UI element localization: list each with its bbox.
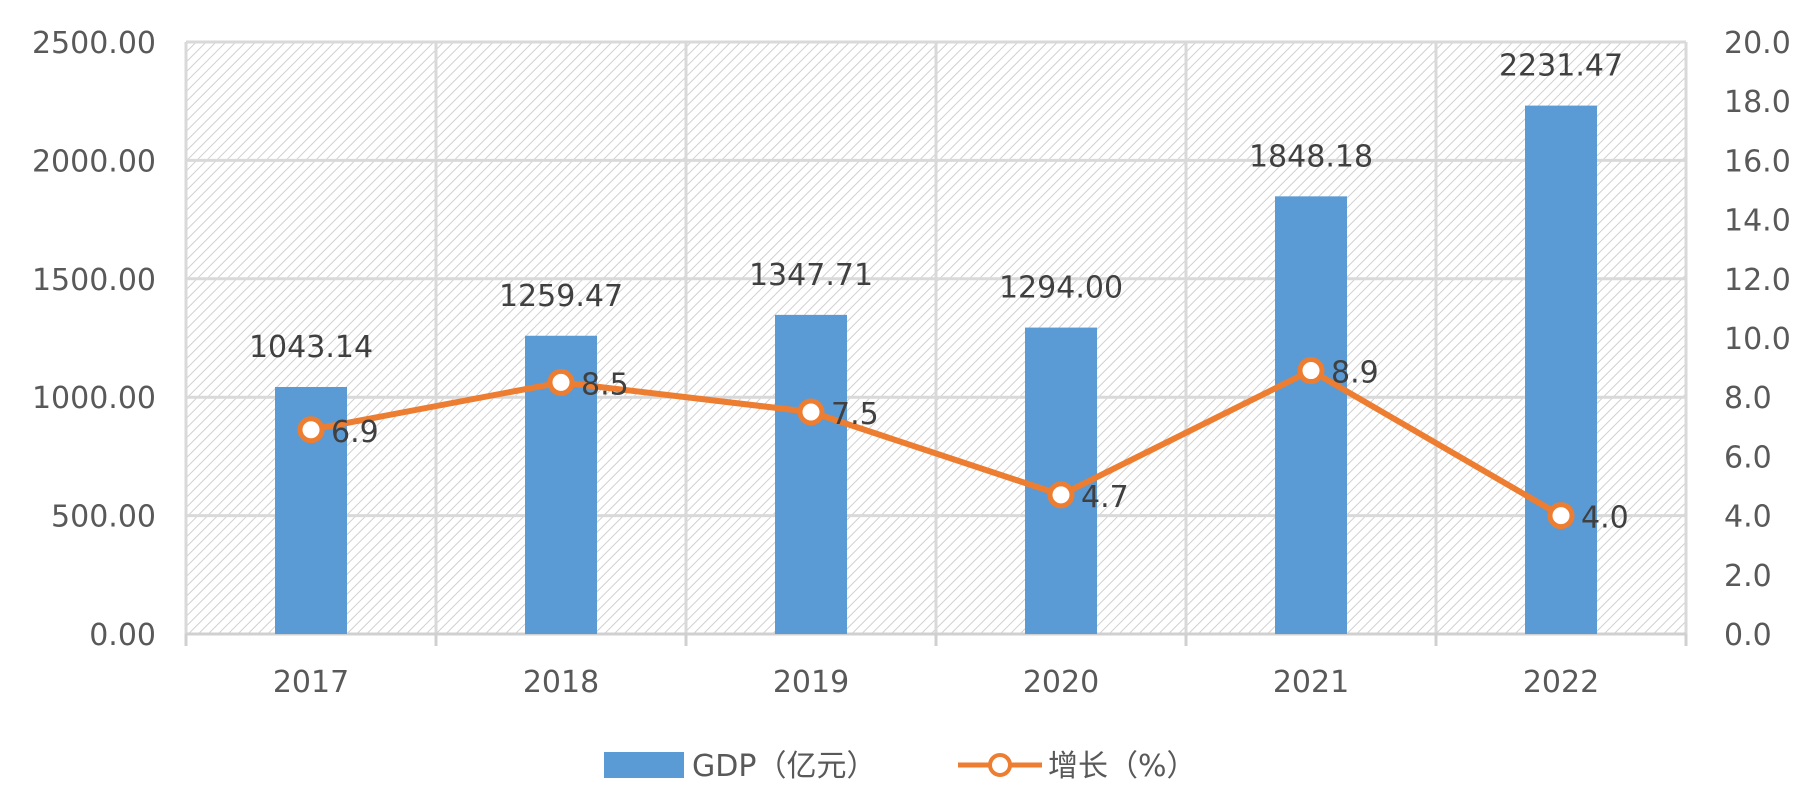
line-data-label: 7.5 xyxy=(831,397,879,432)
y-left-tick-label: 2000.00 xyxy=(32,144,156,179)
line-data-label: 4.7 xyxy=(1081,480,1129,515)
growth-point xyxy=(1297,357,1325,385)
x-tick-label: 2019 xyxy=(773,665,849,700)
bar-data-labels: 1043.14 1259.47 1347.71 1294.00 1848.18 2231.… xyxy=(249,49,1623,365)
x-tick-label: 2020 xyxy=(1023,665,1099,700)
legend-label-gdp: GDP（亿元） xyxy=(692,749,876,784)
bar xyxy=(775,314,847,634)
line-data-label: 6.9 xyxy=(331,415,379,450)
growth-point xyxy=(547,368,575,396)
y-left-tick-label: 1500.00 xyxy=(32,263,156,298)
x-tick-label: 2021 xyxy=(1273,665,1349,700)
legend-swatch-gdp xyxy=(604,752,684,778)
legend-label-growth: 增长（%） xyxy=(1048,749,1197,784)
line-data-label: 8.5 xyxy=(581,367,629,402)
bar xyxy=(1525,105,1597,635)
y-left-tick-label: 1000.00 xyxy=(32,381,156,416)
x-tick-label: 2018 xyxy=(523,665,599,700)
y-left-tick-label: 2500.00 xyxy=(32,26,156,61)
bar-data-label: 1259.47 xyxy=(499,279,623,314)
line-data-label: 4.0 xyxy=(1581,501,1629,536)
line-data-labels: 6.9 8.5 7.5 4.7 8.9 4.0 xyxy=(331,356,1629,536)
bar-data-label: 1848.18 xyxy=(1249,139,1373,174)
y-right-tick-label: 2.0 xyxy=(1724,559,1772,594)
bar-data-label: 2231.47 xyxy=(1499,49,1623,84)
growth-point xyxy=(1047,481,1075,509)
y-right-tick-label: 6.0 xyxy=(1724,440,1772,475)
y-right-tick-label: 4.0 xyxy=(1724,500,1772,535)
bar xyxy=(1275,196,1347,634)
y-right-tick-label: 8.0 xyxy=(1724,381,1772,416)
legend: GDP（亿元） 增长（%） xyxy=(604,749,1197,784)
y-right-tick-label: 20.0 xyxy=(1724,26,1791,61)
growth-point xyxy=(297,416,325,444)
y-left-tick-label: 500.00 xyxy=(51,500,156,535)
y-right-tick-label: 0.0 xyxy=(1724,618,1772,653)
bar-series xyxy=(275,105,1597,635)
legend-swatch-growth-marker xyxy=(988,753,1012,777)
x-tick-label: 2017 xyxy=(273,665,349,700)
bar-data-label: 1294.00 xyxy=(999,271,1123,306)
growth-line xyxy=(310,367,1563,519)
y-right-tick-label: 12.0 xyxy=(1724,263,1791,298)
line-series xyxy=(297,357,1575,530)
y-right-tick-label: 14.0 xyxy=(1724,204,1791,239)
growth-point xyxy=(1547,502,1575,530)
y-right-tick-label: 18.0 xyxy=(1724,85,1791,120)
grid xyxy=(184,40,1688,634)
y-right-tick-label: 16.0 xyxy=(1724,144,1791,179)
x-tick-label: 2022 xyxy=(1523,665,1599,700)
axes: 0.00 500.00 1000.00 1500.00 2000.00 2500.00 0.… xyxy=(32,26,1791,700)
bar-data-label: 1347.71 xyxy=(749,258,873,293)
line-data-label: 8.9 xyxy=(1331,356,1379,391)
y-left-tick-label: 0.00 xyxy=(89,618,156,653)
bar-data-label: 1043.14 xyxy=(249,330,373,365)
y-right-tick-label: 10.0 xyxy=(1724,322,1791,357)
growth-point xyxy=(797,398,825,426)
